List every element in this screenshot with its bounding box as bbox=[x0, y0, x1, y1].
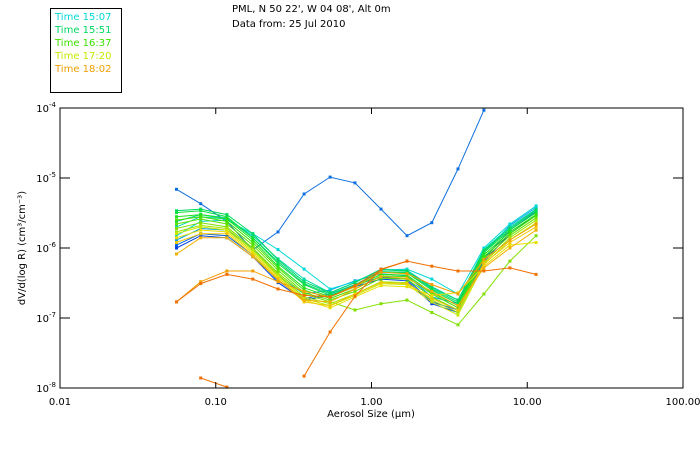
series-line bbox=[176, 109, 485, 251]
x-axis: 0.01 0.10 1.00 10.00 100.00 bbox=[49, 108, 700, 408]
series-line bbox=[176, 260, 537, 303]
series-line bbox=[303, 260, 408, 377]
series-layer bbox=[175, 108, 538, 389]
y-tick-label: 10-5 bbox=[36, 171, 56, 185]
series-orange-low-fragment bbox=[199, 376, 229, 389]
y-tick-label: 10-7 bbox=[36, 311, 56, 325]
location-header: PML, N 50 22', W 04 08', Alt 0m bbox=[232, 4, 391, 15]
legend-entry: Time 18:02 bbox=[55, 64, 112, 75]
series-line bbox=[176, 217, 537, 311]
legend: Time 15:07 Time 15:51 Time 16:37 Time 17… bbox=[50, 8, 122, 93]
plot-frame bbox=[59, 107, 684, 389]
series-line bbox=[176, 226, 537, 311]
series-s17 bbox=[175, 228, 538, 308]
x-tick-label: 100.00 bbox=[666, 397, 700, 408]
y-axis-title: dV/d(log R) (cm³/cm⁻³) bbox=[17, 191, 28, 305]
y-axis: 10-4 10-5 10-6 10-7 10-8 bbox=[36, 101, 683, 395]
legend-entry: Time 15:07 bbox=[55, 12, 112, 23]
legend-entry: Time 15:51 bbox=[55, 25, 112, 36]
x-axis-title: Aerosol Size (µm) bbox=[327, 409, 415, 420]
y-tick-label: 10-8 bbox=[36, 381, 56, 395]
y-tick-label: 10-6 bbox=[36, 241, 56, 255]
series-line bbox=[176, 222, 537, 326]
x-tick-label: 10.00 bbox=[513, 397, 542, 408]
x-tick-label: 1.00 bbox=[360, 397, 382, 408]
date-header: Data from: 25 Jul 2010 bbox=[232, 19, 346, 30]
series-line bbox=[176, 208, 537, 301]
series-s07 bbox=[175, 207, 538, 302]
legend-entry: Time 16:37 bbox=[55, 38, 112, 49]
y-tick-label: 10-4 bbox=[36, 101, 56, 115]
x-tick-label: 0.01 bbox=[49, 397, 71, 408]
legend-entry: Time 17:20 bbox=[55, 51, 112, 62]
series-orange-low-rise bbox=[302, 259, 409, 378]
x-tick-label: 0.10 bbox=[205, 397, 227, 408]
series-line bbox=[200, 377, 228, 388]
series-line bbox=[176, 229, 537, 307]
